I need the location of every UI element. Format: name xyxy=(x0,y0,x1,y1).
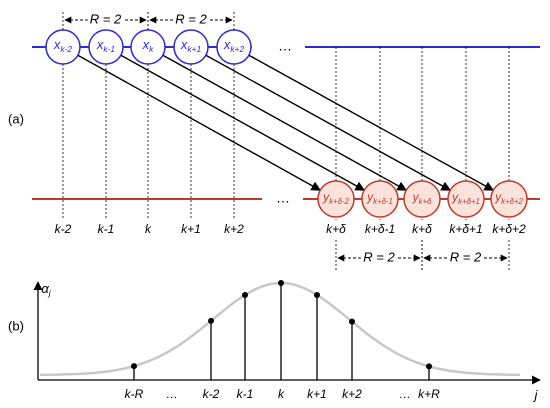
index-label: k xyxy=(145,222,152,236)
mapping-arrow xyxy=(120,54,366,191)
input-node xyxy=(173,29,209,65)
tick-label: k-R xyxy=(125,387,144,401)
input-node-label-base: x xyxy=(223,37,231,52)
tick-label: k-2 xyxy=(203,387,220,401)
output-node-label-sub: k+δ+1 xyxy=(458,197,480,206)
input-node-label-sub: k-2 xyxy=(60,44,72,54)
input-node-label-base: x xyxy=(96,37,104,52)
weight-dot xyxy=(208,317,214,324)
input-node-label: xk-2 xyxy=(53,37,73,54)
input-node-label-base: x xyxy=(142,37,150,52)
input-node-label: xk+1 xyxy=(180,37,201,54)
input-node-label-base: x xyxy=(53,37,61,52)
index-label: k+δ xyxy=(326,222,346,236)
index-label: k+δ-1 xyxy=(365,222,395,236)
mapping-arrow xyxy=(248,54,495,191)
weight-dot xyxy=(242,292,248,299)
axis-label-sub: j xyxy=(48,288,52,298)
output-node xyxy=(403,180,441,218)
content: (a)(b)……xk-2k-2xk-1k-1xkkxk+1k+1xk+2k+2y… xyxy=(8,8,541,402)
ellipsis: … xyxy=(278,38,292,54)
mapping-arrow xyxy=(205,54,452,191)
input-node-label-base: x xyxy=(180,37,188,52)
weight-dot xyxy=(426,363,432,370)
output-node-label: yk+δ xyxy=(412,190,432,206)
input-node-label: xk xyxy=(142,37,155,54)
input-node-label-sub: k+2 xyxy=(230,44,244,54)
weight-dot xyxy=(349,318,355,325)
panel-label: (b) xyxy=(8,318,24,333)
index-label: k-1 xyxy=(98,222,115,236)
index-label: k+δ+2 xyxy=(492,222,526,236)
output-node-label: yk+δ-2 xyxy=(322,190,349,206)
input-node-label: xk+2 xyxy=(223,37,245,54)
index-label: k+δ xyxy=(412,222,432,236)
input-node xyxy=(88,29,124,65)
index-label: k+δ+1 xyxy=(449,222,482,236)
output-node-label-base: y xyxy=(322,190,330,204)
weight-dot xyxy=(131,363,137,370)
index-label: k+1 xyxy=(181,222,201,236)
output-node-label-sub: k+δ-1 xyxy=(373,197,393,206)
weight-dot xyxy=(314,292,320,299)
output-node-label-sub: k+δ+2 xyxy=(501,197,523,206)
mapping-arrow xyxy=(77,54,322,191)
input-node-label-sub: k-1 xyxy=(103,44,115,54)
output-node-label-base: y xyxy=(412,190,420,204)
output-node-label-base: y xyxy=(366,190,374,204)
range-label: R = 2 xyxy=(363,249,395,264)
input-node-label-sub: k xyxy=(149,44,154,54)
output-node-label-base: y xyxy=(451,190,459,204)
axis-label: j xyxy=(533,387,539,402)
output-node-label: yk+δ+2 xyxy=(494,190,523,206)
tick-label: k+R xyxy=(418,387,440,401)
range-label: R = 2 xyxy=(175,11,207,26)
axis-label: αj xyxy=(41,281,51,298)
tick-label: k+2 xyxy=(342,387,362,401)
weight-dot xyxy=(278,280,284,286)
weight-curve xyxy=(40,281,520,377)
output-node-label: yk+δ+1 xyxy=(451,190,480,206)
range-label: R = 2 xyxy=(90,11,122,26)
tick-label: … xyxy=(166,387,178,401)
mapping-arrow xyxy=(162,54,408,191)
input-node-label: xk-1 xyxy=(96,37,115,54)
output-node xyxy=(490,180,528,218)
index-label: k+2 xyxy=(224,222,244,236)
range-label: R = 2 xyxy=(450,249,482,264)
output-node-label: yk+δ-1 xyxy=(366,190,393,206)
tick-label: k xyxy=(278,387,285,401)
tick-label: k-1 xyxy=(237,387,254,401)
output-node-label-sub: k+δ xyxy=(419,197,432,206)
output-node-label-sub: k+δ-2 xyxy=(329,197,349,206)
ellipsis: … xyxy=(276,190,290,206)
output-node xyxy=(317,180,355,218)
index-label: k-2 xyxy=(55,222,72,236)
tick-label: k+1 xyxy=(307,387,327,401)
axis-label-base: α xyxy=(41,281,49,296)
output-node xyxy=(361,180,399,218)
output-node-label-base: y xyxy=(494,190,502,204)
input-node-label-sub: k+1 xyxy=(187,44,201,54)
panel-label: (a) xyxy=(8,111,24,126)
tick-label: … xyxy=(399,387,411,401)
output-node xyxy=(447,180,485,218)
